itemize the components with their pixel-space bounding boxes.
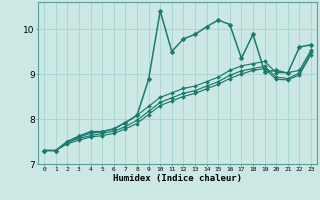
X-axis label: Humidex (Indice chaleur): Humidex (Indice chaleur) [113,174,242,183]
